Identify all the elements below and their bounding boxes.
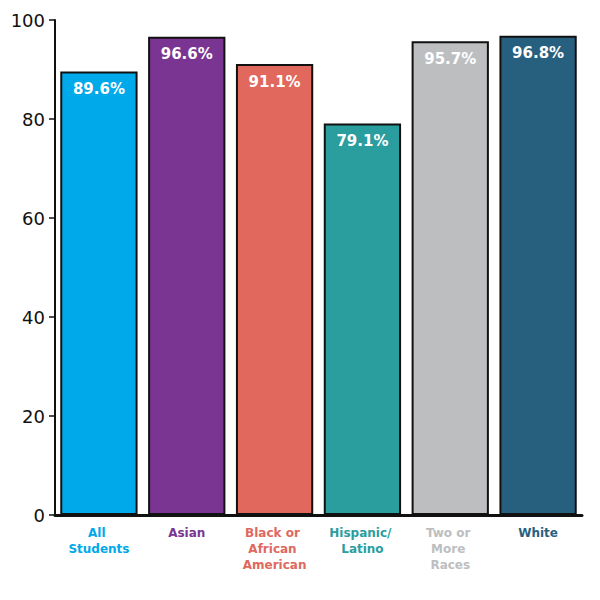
svg-text:96.6%: 96.6% [161, 45, 213, 63]
svg-text:Latino: Latino [341, 542, 383, 556]
svg-text:79.1%: 79.1% [336, 132, 388, 150]
svg-text:40: 40 [22, 307, 45, 328]
svg-text:American: American [243, 558, 307, 572]
svg-text:100: 100 [11, 10, 45, 31]
svg-text:96.8%: 96.8% [512, 44, 564, 62]
svg-text:More: More [431, 542, 469, 556]
svg-text:African: African [248, 542, 300, 556]
svg-text:Two or: Two or [426, 526, 475, 540]
svg-text:80: 80 [22, 109, 45, 130]
svg-text:0: 0 [34, 505, 45, 526]
svg-text:White: White [518, 526, 558, 540]
svg-text:All: All [88, 526, 110, 540]
svg-text:Hispanic/: Hispanic/ [329, 526, 395, 540]
svg-text:89.6%: 89.6% [73, 80, 125, 98]
svg-text:60: 60 [22, 208, 45, 229]
svg-text:Asian: Asian [168, 526, 205, 540]
svg-text:91.1%: 91.1% [249, 73, 301, 91]
svg-text:20: 20 [22, 406, 45, 427]
svg-text:Students: Students [68, 542, 129, 556]
svg-text:Black or: Black or [245, 526, 304, 540]
svg-text:95.7%: 95.7% [424, 50, 476, 68]
svg-text:Races: Races [430, 558, 470, 572]
